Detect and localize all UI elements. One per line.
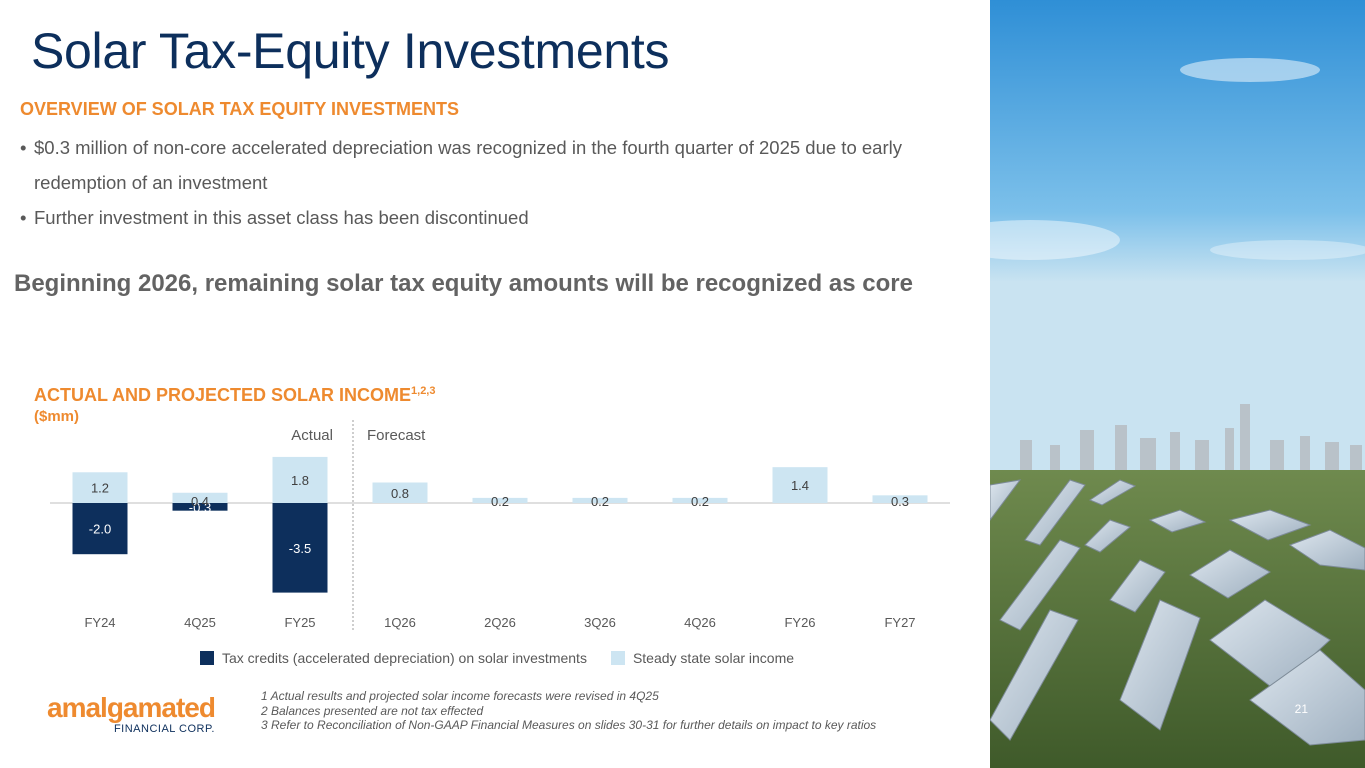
bar-label-tax-credits: -3.5 (289, 541, 311, 556)
x-tick-label: FY24 (84, 615, 115, 630)
bar-tax-credits (172, 503, 228, 511)
bar-steady-state (372, 482, 428, 503)
chart-unit: ($mm) (34, 408, 80, 425)
bar-label-steady-state: 1.8 (291, 473, 309, 488)
company-logo: amalgamated FINANCIAL CORP. (47, 692, 216, 736)
bar-steady-state (472, 497, 528, 503)
footnote: 1 Actual results and projected solar inc… (261, 689, 659, 703)
bar-label-steady-state: 1.2 (91, 481, 109, 496)
overview-bullets: $0.3 million of non-core accelerated dep… (20, 130, 950, 235)
bar-label-steady-state: 0.8 (391, 486, 409, 501)
solar-farm-photo (990, 0, 1365, 768)
x-tick-label: 4Q25 (184, 615, 216, 630)
bar-label-steady-state: 1.4 (791, 478, 809, 493)
footnote: 3 Refer to Reconciliation of Non-GAAP Fi… (261, 718, 877, 732)
chart-heading: ACTUAL AND PROJECTED SOLAR INCOME1,2,3 (34, 385, 435, 406)
x-tick-label: 1Q26 (384, 615, 416, 630)
x-tick-label: 2Q26 (484, 615, 516, 630)
x-tick-label: FY25 (284, 615, 315, 630)
bar-label-steady-state: 0.3 (891, 494, 909, 509)
footnotes: 1 Actual results and projected solar inc… (261, 689, 876, 733)
actual-label: Actual (291, 427, 333, 444)
overview-bullet: Further investment in this asset class h… (20, 200, 950, 235)
forecast-label: Forecast (367, 427, 426, 444)
chart-heading-footnote-refs: 1,2,3 (411, 385, 436, 397)
overview-bullet: $0.3 million of non-core accelerated dep… (20, 130, 950, 200)
x-tick-label: 3Q26 (584, 615, 616, 630)
bar-steady-state (572, 497, 628, 503)
bar-steady-state (672, 497, 728, 503)
legend-label-steady-state: Steady state solar income (632, 650, 795, 666)
page-number: 21 (1294, 702, 1308, 716)
bar-label-steady-state: 0.2 (591, 494, 609, 509)
bar-steady-state (872, 495, 928, 503)
page-title: Solar Tax-Equity Investments (31, 23, 670, 79)
bar-label-steady-state: 0.2 (491, 494, 509, 509)
legend-item-steady-state: Steady state solar income (610, 650, 795, 666)
logo-subtitle: FINANCIAL CORP. (113, 723, 215, 735)
bar-steady-state (72, 472, 128, 503)
bar-steady-state (272, 456, 328, 503)
footnote: 2 Balances presented are not tax effecte… (261, 703, 484, 718)
x-tick-label: FY27 (884, 615, 915, 630)
overview-heading: OVERVIEW OF SOLAR TAX EQUITY INVESTMENTS (20, 99, 460, 119)
bar-label-tax-credits: -2.0 (89, 522, 111, 537)
chart-legend: Tax credits (accelerated depreciation) o… (200, 650, 794, 666)
bar-steady-state (172, 492, 228, 503)
legend-swatch-tax-credits (200, 651, 214, 665)
legend-swatch-steady-state (610, 651, 625, 665)
bar-steady-state (772, 467, 828, 503)
bar-label-steady-state: 0.2 (691, 494, 709, 509)
core-callout: Beginning 2026, remaining solar tax equi… (14, 270, 913, 297)
chart-heading-text: ACTUAL AND PROJECTED SOLAR INCOME (34, 385, 412, 405)
legend-item-tax-credits: Tax credits (accelerated depreciation) o… (200, 650, 587, 666)
bar-label-tax-credits: -0.3 (189, 500, 211, 515)
solar-income-chart: -2.0 1.2 FY24 -0.30.4 4Q25 -3.5 1.8 FY25 0.8 1Q26… (50, 420, 950, 632)
bar-label-steady-state: 0.4 (191, 494, 209, 509)
logo-wordmark: amalgamated (47, 692, 216, 723)
solar-farm-illustration (990, 0, 1365, 768)
bar-tax-credits (72, 503, 128, 555)
legend-label-tax-credits: Tax credits (accelerated depreciation) o… (222, 650, 587, 666)
x-tick-label: FY26 (784, 615, 815, 630)
bar-tax-credits (272, 503, 328, 593)
x-tick-label: 4Q26 (684, 615, 716, 630)
